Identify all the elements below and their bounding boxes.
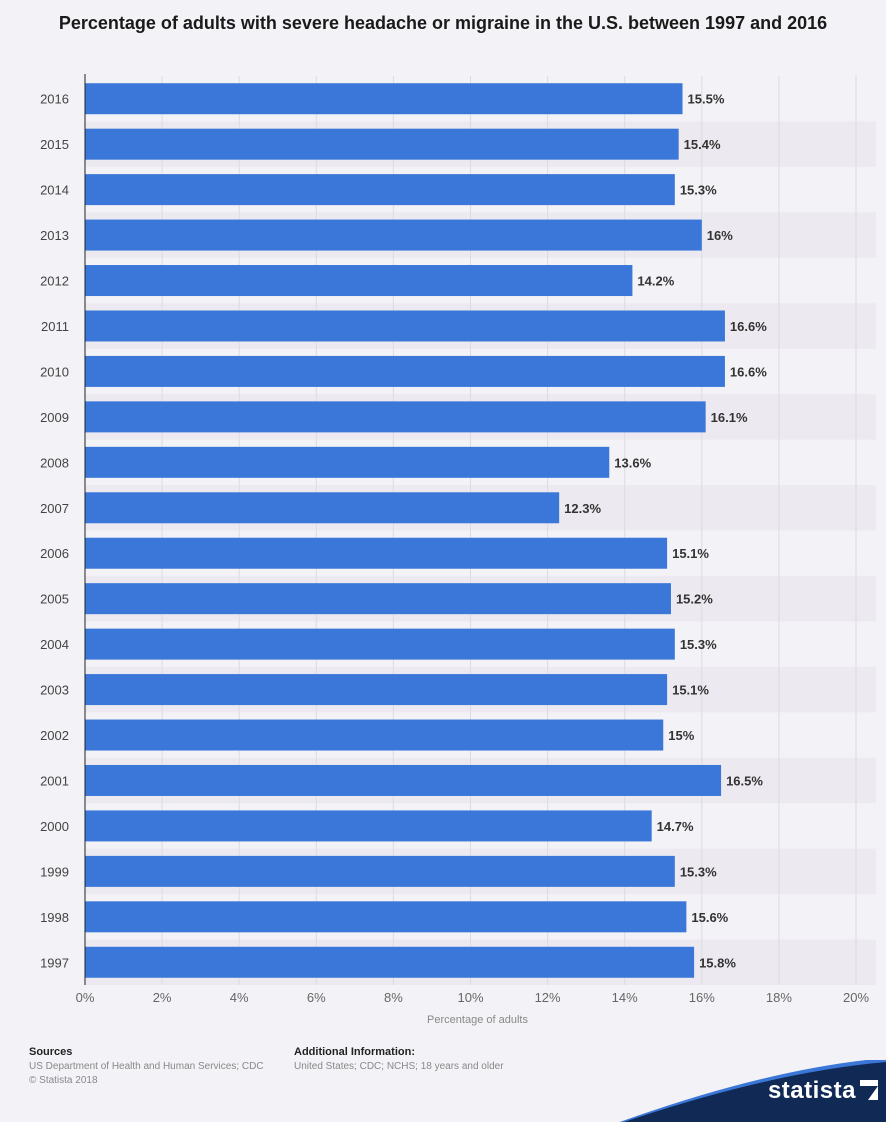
bar-value-label: 14.2%: [637, 274, 674, 289]
bar-value-label: 15.3%: [680, 183, 717, 198]
y-tick-label: 2013: [40, 228, 69, 243]
bar: [85, 628, 675, 660]
bar: [85, 674, 668, 706]
y-tick-label: 2007: [40, 501, 69, 516]
y-tick-label: 2010: [40, 364, 69, 379]
bar-value-label: 15.8%: [699, 955, 736, 970]
bar-value-label: 15%: [668, 728, 694, 743]
bar-value-label: 16%: [707, 228, 733, 243]
x-tick-label: 20%: [843, 990, 869, 1005]
x-axis-labels: 0% 2% 4% 6% 8% 10% 12% 14% 16% 18% 20%: [76, 990, 870, 1005]
bar: [85, 265, 633, 297]
bar: [85, 537, 668, 569]
y-tick-label: 1997: [40, 955, 69, 970]
footer-additional-info: Additional Information: United States; C…: [294, 1045, 594, 1074]
bar: [85, 946, 695, 978]
statista-logo-band: [620, 1060, 886, 1122]
bar-value-label: 15.4%: [684, 137, 721, 152]
bar-value-label: 12.3%: [564, 501, 601, 516]
chart-title: Percentage of adults with severe headach…: [58, 13, 828, 33]
y-tick-label: 2008: [40, 455, 69, 470]
bar-value-label: 16.1%: [711, 410, 748, 425]
bar: [85, 446, 610, 478]
bar: [85, 355, 725, 387]
bar: [85, 810, 652, 842]
bar: [85, 401, 706, 433]
x-tick-label: 2%: [153, 990, 172, 1005]
x-tick-label: 18%: [766, 990, 792, 1005]
y-tick-label: 2016: [40, 92, 69, 107]
bar: [85, 583, 671, 615]
bar: [85, 174, 675, 206]
y-tick-label: 2004: [40, 637, 69, 652]
y-tick-label: 2006: [40, 546, 69, 561]
y-tick-label: 2015: [40, 137, 69, 152]
x-tick-label: 8%: [384, 990, 403, 1005]
bar-value-label: 16.6%: [730, 364, 767, 379]
bar-value-label: 15.2%: [676, 592, 713, 607]
bar: [85, 901, 687, 933]
y-tick-label: 2003: [40, 683, 69, 698]
bar: [85, 719, 664, 751]
y-tick-label: 1998: [40, 910, 69, 925]
bar-value-label: 16.5%: [726, 773, 763, 788]
y-tick-label: 2005: [40, 592, 69, 607]
sources-heading: Sources: [29, 1046, 73, 1058]
y-tick-label: 2001: [40, 773, 69, 788]
bar-value-label: 15.5%: [688, 92, 725, 107]
x-tick-label: 0%: [76, 990, 95, 1005]
info-text: United States; CDC; NCHS; 18 years and o…: [294, 1061, 504, 1072]
bar: [85, 310, 725, 342]
bar-value-label: 16.6%: [730, 319, 767, 334]
data-labels: 15.5% 15.4% 15.3% 16% 14.2% 16.6% 16.6% 16.1% 13…: [564, 92, 767, 971]
x-tick-label: 6%: [307, 990, 326, 1005]
sources-text: US Department of Health and Human Servic…: [29, 1061, 264, 1072]
statista-logo-icon: [860, 1080, 878, 1100]
x-tick-label: 4%: [230, 990, 249, 1005]
y-tick-label: 1999: [40, 864, 69, 879]
copyright: © Statista 2018: [29, 1075, 98, 1086]
bar-value-label: 14.7%: [657, 819, 694, 834]
bar-value-label: 15.3%: [680, 864, 717, 879]
bar: [85, 219, 702, 251]
bar-value-label: 13.6%: [614, 455, 651, 470]
bar: [85, 855, 675, 887]
y-tick-label: 2002: [40, 728, 69, 743]
bar: [85, 764, 722, 796]
y-tick-label: 2012: [40, 274, 69, 289]
bar: [85, 83, 683, 115]
x-tick-label: 16%: [689, 990, 715, 1005]
y-axis-labels: 2016 2015 2014 2013 2012 2011 2010 2009 2008 2007…: [40, 92, 69, 971]
info-heading: Additional Information:: [294, 1046, 415, 1058]
bar-value-label: 15.6%: [691, 910, 728, 925]
bar-chart: 15.5% 15.4% 15.3% 16% 14.2% 16.6% 16.6% 16.1% 13…: [40, 74, 870, 1026]
y-tick-label: 2000: [40, 819, 69, 834]
bar: [85, 128, 679, 160]
x-axis-title: Percentage of adults: [427, 1014, 528, 1026]
statista-logo-text[interactable]: statista: [767, 1077, 856, 1104]
bar: [85, 492, 560, 524]
x-tick-label: 14%: [612, 990, 638, 1005]
bar-value-label: 15.1%: [672, 546, 709, 561]
footer-sources: Sources US Department of Health and Huma…: [29, 1045, 289, 1088]
bar-value-label: 15.1%: [672, 683, 709, 698]
y-tick-label: 2009: [40, 410, 69, 425]
bar-value-label: 15.3%: [680, 637, 717, 652]
x-tick-label: 12%: [535, 990, 561, 1005]
bars: [85, 83, 725, 978]
y-tick-label: 2011: [41, 319, 69, 334]
y-tick-label: 2014: [40, 183, 69, 198]
x-tick-label: 10%: [457, 990, 483, 1005]
